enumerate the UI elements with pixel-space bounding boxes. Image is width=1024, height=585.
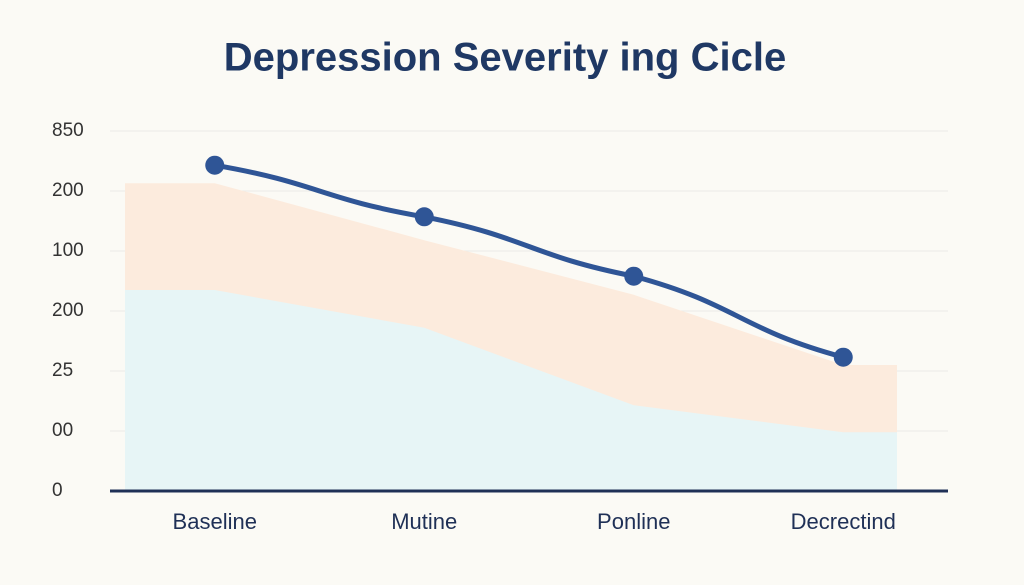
y-tick-label: 850	[52, 120, 84, 141]
x-tick-label: Ponline	[597, 509, 670, 534]
marker	[205, 155, 225, 175]
marker	[414, 207, 434, 227]
line	[212, 162, 846, 360]
marker	[833, 347, 853, 367]
x-tick-label: Decrectind	[791, 509, 896, 534]
x-tick-label: Mutine	[391, 509, 457, 534]
marker	[624, 266, 644, 286]
area	[125, 290, 897, 491]
chart-title: Depression Severity ing Cicle	[224, 36, 786, 80]
y-tick-label: 0	[52, 480, 63, 501]
y-tick-label: 200	[52, 180, 84, 201]
y-tick-label: 00	[52, 420, 73, 441]
y-tick-label: 25	[52, 360, 73, 381]
x-tick-label: Baseline	[173, 509, 257, 534]
y-tick-label: 100	[52, 240, 84, 261]
y-tick-label: 200	[52, 300, 84, 321]
